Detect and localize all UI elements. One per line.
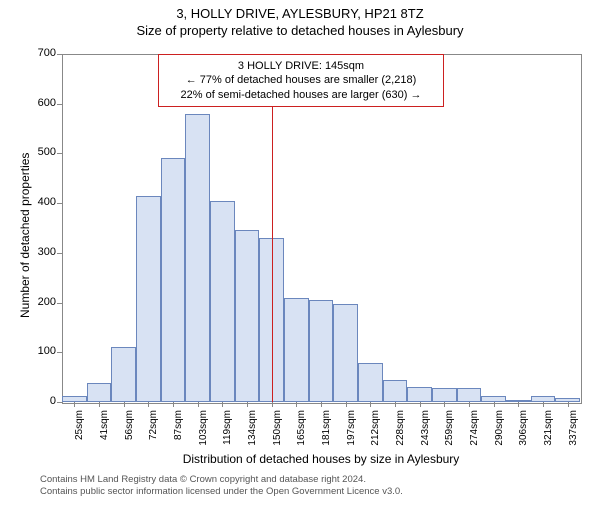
y-tick-mark — [57, 104, 62, 105]
x-tick-mark — [124, 402, 125, 407]
x-tick-mark — [247, 402, 248, 407]
histogram-bar — [309, 300, 334, 402]
x-tick-mark — [99, 402, 100, 407]
x-tick-mark — [74, 402, 75, 407]
y-tick-label: 500 — [30, 146, 56, 158]
x-tick-label: 150sqm — [272, 410, 283, 450]
y-tick-label: 100 — [30, 345, 56, 357]
y-tick-mark — [57, 203, 62, 204]
annotation-line: 22% of semi-detached houses are larger (… — [167, 88, 435, 102]
y-tick-mark — [57, 352, 62, 353]
annotation-box: 3 HOLLY DRIVE: 145sqm ← 77% of detached … — [158, 54, 444, 107]
histogram-bar — [333, 304, 358, 402]
histogram-bar — [185, 114, 210, 402]
histogram-bar — [111, 347, 136, 402]
x-tick-label: 165sqm — [296, 410, 307, 450]
y-tick-label: 400 — [30, 196, 56, 208]
y-tick-label: 600 — [30, 97, 56, 109]
x-tick-mark — [222, 402, 223, 407]
x-tick-mark — [543, 402, 544, 407]
x-tick-label: 72sqm — [148, 410, 159, 450]
x-tick-mark — [469, 402, 470, 407]
x-tick-label: 243sqm — [420, 410, 431, 450]
x-tick-label: 290sqm — [494, 410, 505, 450]
y-tick-mark — [57, 253, 62, 254]
x-tick-label: 25sqm — [74, 410, 85, 450]
x-tick-mark — [272, 402, 273, 407]
x-tick-mark — [444, 402, 445, 407]
x-tick-mark — [420, 402, 421, 407]
histogram-bar — [407, 387, 432, 402]
footer-text: Contains HM Land Registry data © Crown c… — [40, 474, 403, 499]
y-tick-mark — [57, 402, 62, 403]
y-tick-mark — [57, 54, 62, 55]
x-axis-label: Distribution of detached houses by size … — [62, 452, 580, 466]
y-tick-label: 700 — [30, 47, 56, 59]
x-tick-mark — [395, 402, 396, 407]
x-tick-label: 197sqm — [346, 410, 357, 450]
x-tick-label: 321sqm — [543, 410, 554, 450]
x-tick-mark — [370, 402, 371, 407]
footer-line: Contains public sector information licen… — [40, 486, 403, 498]
x-tick-label: 134sqm — [247, 410, 258, 450]
x-tick-label: 228sqm — [395, 410, 406, 450]
histogram-bar — [457, 388, 482, 402]
x-tick-label: 87sqm — [173, 410, 184, 450]
x-tick-label: 337sqm — [568, 410, 579, 450]
x-tick-mark — [296, 402, 297, 407]
x-tick-label: 274sqm — [469, 410, 480, 450]
x-tick-mark — [568, 402, 569, 407]
histogram-bar — [136, 196, 161, 402]
x-tick-mark — [173, 402, 174, 407]
chart-subtitle: Size of property relative to detached ho… — [0, 23, 600, 38]
histogram-bar — [161, 158, 186, 402]
y-tick-mark — [57, 153, 62, 154]
histogram-bar — [358, 363, 383, 402]
histogram-bar — [235, 230, 260, 402]
x-tick-mark — [198, 402, 199, 407]
histogram-bar — [432, 388, 457, 402]
footer-line: Contains HM Land Registry data © Crown c… — [40, 474, 403, 486]
histogram-bar — [383, 380, 408, 402]
chart-container: 3, HOLLY DRIVE, AYLESBURY, HP21 8TZ Size… — [0, 6, 600, 506]
annotation-line: ← 77% of detached houses are smaller (2,… — [167, 73, 435, 87]
histogram-bar — [284, 298, 309, 402]
histogram-bar — [210, 201, 235, 402]
chart-title: 3, HOLLY DRIVE, AYLESBURY, HP21 8TZ — [0, 6, 600, 21]
x-tick-label: 181sqm — [321, 410, 332, 450]
x-tick-label: 212sqm — [370, 410, 381, 450]
x-tick-mark — [321, 402, 322, 407]
x-tick-mark — [494, 402, 495, 407]
x-tick-label: 56sqm — [124, 410, 135, 450]
x-tick-label: 41sqm — [99, 410, 110, 450]
histogram-bar — [87, 383, 112, 402]
y-tick-label: 0 — [30, 395, 56, 407]
annotation-line: 3 HOLLY DRIVE: 145sqm — [167, 59, 435, 73]
y-tick-label: 200 — [30, 296, 56, 308]
x-tick-mark — [148, 402, 149, 407]
y-axis-label: Number of detached properties — [18, 153, 32, 318]
x-tick-label: 306sqm — [518, 410, 529, 450]
x-tick-label: 119sqm — [222, 410, 233, 450]
x-tick-mark — [518, 402, 519, 407]
x-tick-mark — [346, 402, 347, 407]
y-tick-mark — [57, 303, 62, 304]
x-tick-label: 259sqm — [444, 410, 455, 450]
y-tick-label: 300 — [30, 246, 56, 258]
x-tick-label: 103sqm — [198, 410, 209, 450]
